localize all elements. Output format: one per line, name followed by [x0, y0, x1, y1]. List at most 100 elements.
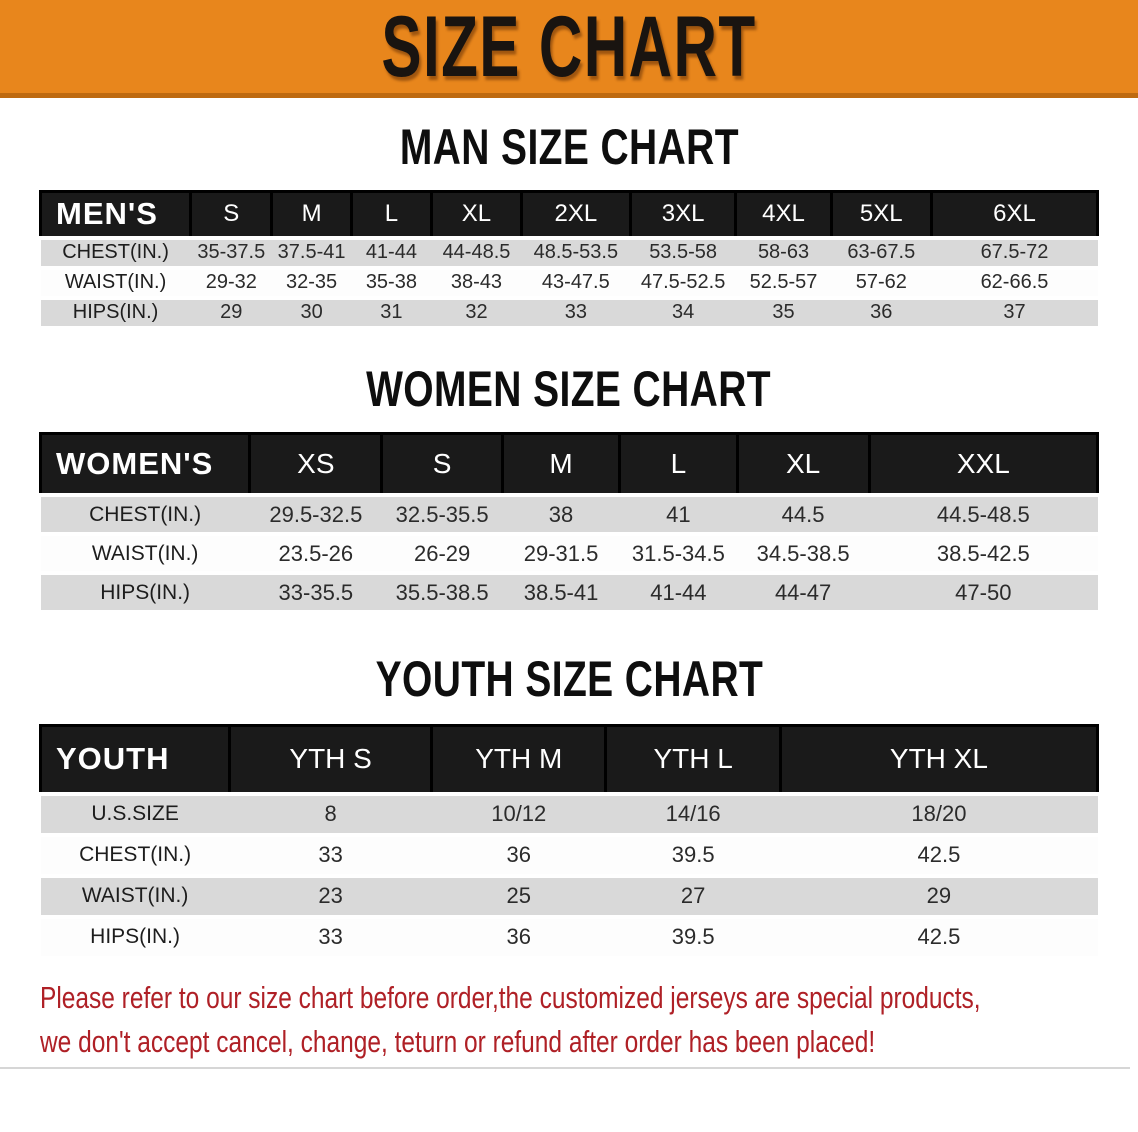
womens-table-label: WOMEN'S	[38, 431, 252, 497]
womens-size-cell: 44-47	[737, 573, 870, 614]
mens-row-chest-in: CHEST(IN.) 35-37.5 37.5-41 41-44 44-48.5 48.5…	[40, 235, 1098, 270]
womens-column-header-m: M	[500, 431, 622, 497]
mens-size-cell: 35-38	[351, 267, 432, 300]
womens-row-hips-in: HIPS(IN.) 33-35.5 35.5-38.5 38.5-41 41-44 44-…	[40, 573, 1098, 614]
youth-row-label-hips-in: HIPS(IN.)	[40, 916, 230, 960]
youth-size-cell: 33	[229, 916, 432, 960]
bottom-divider	[0, 1066, 1130, 1069]
youth-size-cell: 27	[605, 875, 781, 919]
youth-row-chest-in: CHEST(IN.) 33 36 39.5 42.5	[40, 834, 1098, 878]
women-section-heading: WOMEN SIZE CHART	[0, 364, 1138, 414]
youth-size-cell: 42.5	[780, 834, 1098, 878]
mens-row-label-chest-in: CHEST(IN.)	[40, 235, 191, 270]
mens-size-cell: 67.5-72	[931, 235, 1098, 270]
disclaimer: Please refer to our size chart before or…	[40, 976, 1138, 1064]
womens-size-cell: 29-31.5	[502, 534, 620, 575]
womens-size-cell: 38.5-41	[502, 573, 620, 614]
mens-size-cell: 33	[521, 297, 631, 330]
youth-size-cell: 8	[229, 791, 432, 837]
mens-size-cell: 62-66.5	[931, 267, 1098, 300]
men-section: MAN SIZE CHART MEN'S S M L XL 2XL 3XL 4XL 5XL 6XL…	[0, 122, 1138, 330]
mens-size-cell: 58-63	[735, 235, 832, 270]
youth-size-cell: 33	[229, 834, 432, 878]
youth-size-cell: 14/16	[605, 791, 781, 837]
womens-size-cell: 33-35.5	[249, 573, 382, 614]
youth-size-cell: 25	[431, 875, 606, 919]
womens-size-cell: 44.5	[737, 493, 870, 536]
youth-size-cell: 10/12	[431, 791, 606, 837]
size-chart-banner: SIZE CHART	[0, 0, 1138, 98]
youth-header-row: YOUTH YTH S YTH M YTH L YTH XL	[38, 724, 1100, 795]
mens-row-hips-in: HIPS(IN.) 29 30 31 32 33 34 35 36 37	[40, 297, 1098, 330]
womens-size-cell: 41	[619, 493, 738, 536]
womens-size-cell: 38.5-42.5	[869, 534, 1098, 575]
womens-column-header-s: S	[380, 431, 504, 497]
mens-row-label-waist-in: WAIST(IN.)	[40, 267, 191, 300]
womens-size-cell: 32.5-35.5	[381, 493, 503, 536]
women-size-table: WOMEN'S XS S M L XL XXL CHEST(IN.) 29.5-32.5 32.5…	[38, 431, 1100, 614]
youth-size-cell: 36	[431, 834, 606, 878]
mens-column-header-5xl: 5XL	[829, 190, 933, 239]
mens-column-header-3xl: 3XL	[628, 190, 738, 239]
women-section: WOMEN SIZE CHART WOMEN'S XS S M L XL XXL CHEST(…	[0, 364, 1138, 614]
womens-header-row: WOMEN'S XS S M L XL XXL	[38, 431, 1100, 497]
mens-size-cell: 57-62	[831, 267, 932, 300]
womens-size-cell: 41-44	[619, 573, 738, 614]
youth-size-cell: 36	[431, 916, 606, 960]
youth-column-header-yth-l: YTH L	[604, 724, 782, 795]
womens-column-header-l: L	[618, 431, 739, 497]
mens-size-cell: 37	[931, 297, 1098, 330]
youth-size-cell: 18/20	[780, 791, 1098, 837]
mens-size-cell: 43-47.5	[521, 267, 631, 300]
youth-column-header-yth-xl: YTH XL	[778, 724, 1100, 795]
mens-size-cell: 31	[351, 297, 432, 330]
mens-table-label: MEN'S	[38, 190, 193, 239]
youth-row-label-u-s-size: U.S.SIZE	[40, 791, 230, 837]
youth-section-heading: YOUTH SIZE CHART	[0, 654, 1138, 704]
womens-column-header-xxl: XXL	[867, 431, 1100, 497]
womens-row-waist-in: WAIST(IN.) 23.5-26 26-29 29-31.5 31.5-34.5 34…	[40, 534, 1098, 575]
youth-size-cell: 42.5	[780, 916, 1098, 960]
womens-size-cell: 26-29	[381, 534, 503, 575]
mens-column-header-6xl: 6XL	[929, 190, 1100, 239]
youth-size-table: YOUTH YTH S YTH M YTH L YTH XL U.S.SIZE 8 10/12…	[38, 724, 1100, 960]
mens-size-cell: 52.5-57	[735, 267, 832, 300]
womens-size-cell: 44.5-48.5	[869, 493, 1098, 536]
youth-section: YOUTH SIZE CHART YOUTH YTH S YTH M YTH L YTH…	[0, 654, 1138, 960]
womens-size-cell: 23.5-26	[249, 534, 382, 575]
mens-size-cell: 53.5-58	[630, 235, 736, 270]
men-size-table: MEN'S S M L XL 2XL 3XL 4XL 5XL 6XL CHEST(IN.) 35-37…	[38, 190, 1100, 330]
mens-size-cell: 48.5-53.5	[521, 235, 631, 270]
youth-row-waist-in: WAIST(IN.) 23 25 27 29	[40, 875, 1098, 919]
youth-row-label-chest-in: CHEST(IN.)	[40, 834, 230, 878]
women-section-heading-text: WOMEN SIZE CHART	[366, 360, 772, 417]
youth-column-header-yth-s: YTH S	[228, 724, 434, 795]
mens-size-cell: 35-37.5	[190, 235, 272, 270]
mens-size-cell: 30	[271, 297, 352, 330]
mens-column-header-l: L	[349, 190, 434, 239]
youth-column-header-yth-m: YTH M	[430, 724, 608, 795]
mens-column-header-2xl: 2XL	[519, 190, 632, 239]
mens-size-cell: 47.5-52.5	[630, 267, 736, 300]
mens-size-cell: 37.5-41	[271, 235, 352, 270]
mens-column-header-m: M	[270, 190, 353, 239]
mens-size-cell: 38-43	[431, 267, 522, 300]
womens-size-cell: 34.5-38.5	[737, 534, 870, 575]
womens-column-header-xl: XL	[735, 431, 871, 497]
mens-size-cell: 34	[630, 297, 736, 330]
womens-row-label-waist-in: WAIST(IN.)	[40, 534, 250, 575]
youth-size-cell: 39.5	[605, 916, 781, 960]
mens-column-header-4xl: 4XL	[734, 190, 833, 239]
womens-size-cell: 31.5-34.5	[619, 534, 738, 575]
mens-size-cell: 44-48.5	[431, 235, 522, 270]
youth-size-cell: 23	[229, 875, 432, 919]
disclaimer-line-2: we don't accept cancel, change, teturn o…	[40, 1023, 876, 1059]
youth-row-u-s-size: U.S.SIZE 8 10/12 14/16 18/20	[40, 791, 1098, 837]
youth-row-hips-in: HIPS(IN.) 33 36 39.5 42.5	[40, 916, 1098, 960]
banner-title: SIZE CHART	[381, 0, 757, 95]
youth-size-cell: 39.5	[605, 834, 781, 878]
mens-size-cell: 32-35	[271, 267, 352, 300]
mens-size-cell: 32	[431, 297, 522, 330]
youth-size-cell: 29	[780, 875, 1098, 919]
mens-size-cell: 36	[831, 297, 932, 330]
